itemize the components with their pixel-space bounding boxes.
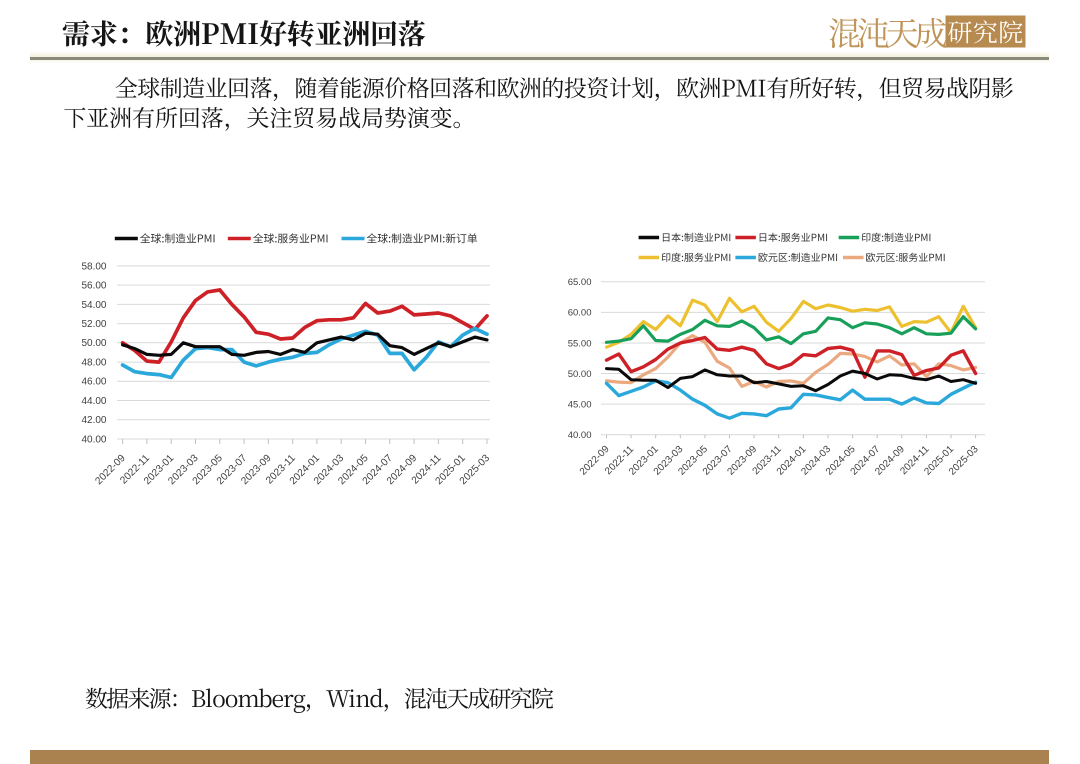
svg-text:56.00: 56.00: [81, 281, 106, 292]
svg-text:54.00: 54.00: [81, 300, 106, 311]
svg-text:60.00: 60.00: [568, 308, 592, 319]
svg-text:40.00: 40.00: [81, 434, 106, 445]
svg-text:44.00: 44.00: [81, 396, 106, 407]
svg-text:46.00: 46.00: [81, 377, 106, 388]
svg-text:52.00: 52.00: [81, 319, 106, 330]
svg-text:58.00: 58.00: [81, 261, 106, 272]
svg-text:50.00: 50.00: [568, 369, 592, 380]
svg-text:48.00: 48.00: [81, 358, 106, 369]
svg-text:45.00: 45.00: [568, 399, 592, 410]
svg-text:40.00: 40.00: [568, 430, 592, 441]
svg-text:42.00: 42.00: [81, 415, 106, 426]
svg-text:55.00: 55.00: [568, 338, 592, 349]
svg-text:65.00: 65.00: [568, 277, 592, 288]
svg-text:50.00: 50.00: [81, 338, 106, 349]
